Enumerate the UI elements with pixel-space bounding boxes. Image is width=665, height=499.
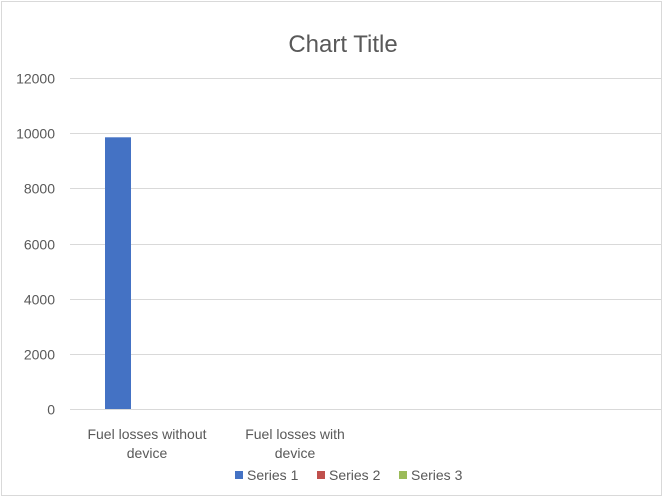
x-tick-label: device — [275, 445, 316, 461]
legend-swatch-2 — [317, 471, 325, 479]
legend: Series 1 Series 2 Series 3 — [235, 467, 463, 483]
y-tick-label: 8000 — [24, 181, 55, 197]
x-axis-tick-labels: Fuel losses without device Fuel losses wit… — [87, 426, 344, 461]
bar-series-1-category-1 — [105, 137, 131, 409]
y-tick-label: 0 — [47, 402, 55, 418]
y-tick-label: 6000 — [24, 237, 55, 253]
legend-swatch-3 — [399, 471, 407, 479]
gridlines — [70, 78, 662, 355]
y-tick-label: 10000 — [16, 126, 55, 142]
y-tick-label: 12000 — [16, 71, 55, 87]
y-axis-tick-labels: 0 2000 4000 6000 8000 10000 12000 — [16, 71, 55, 418]
y-tick-label: 2000 — [24, 347, 55, 363]
legend-label-1: Series 1 — [247, 467, 299, 483]
x-tick-label: Fuel losses with — [245, 426, 345, 442]
chart-title: Chart Title — [288, 31, 397, 58]
x-tick-label: device — [127, 445, 168, 461]
legend-label-2: Series 2 — [329, 467, 381, 483]
y-tick-label: 4000 — [24, 292, 55, 308]
legend-label-3: Series 3 — [411, 467, 463, 483]
legend-swatch-1 — [235, 471, 243, 479]
bars — [105, 137, 131, 409]
x-tick-label: Fuel losses without — [87, 426, 206, 442]
